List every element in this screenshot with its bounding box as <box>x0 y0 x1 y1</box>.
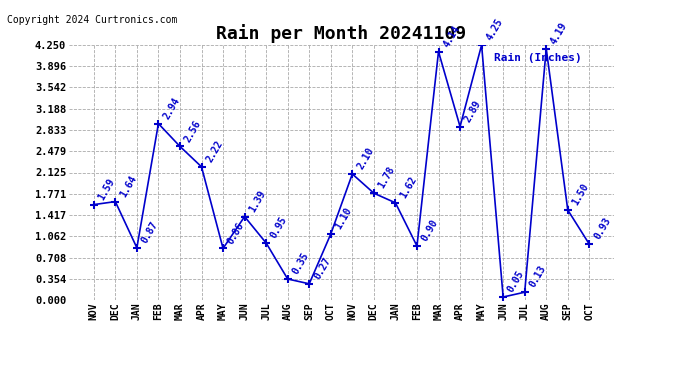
Text: 1.64: 1.64 <box>118 174 139 199</box>
Title: Rain per Month 20241109: Rain per Month 20241109 <box>217 24 466 44</box>
Text: 0.87: 0.87 <box>139 220 160 245</box>
Text: 0.13: 0.13 <box>527 264 548 290</box>
Text: 2.22: 2.22 <box>204 139 225 164</box>
Text: 1.39: 1.39 <box>248 189 268 214</box>
Text: 0.05: 0.05 <box>506 269 526 294</box>
Text: 0.90: 0.90 <box>420 218 440 243</box>
Text: 1.78: 1.78 <box>377 165 397 190</box>
Text: 2.56: 2.56 <box>183 118 203 144</box>
Text: 1.50: 1.50 <box>571 182 591 207</box>
Text: 2.94: 2.94 <box>161 96 181 121</box>
Text: Rain (Inches): Rain (Inches) <box>494 53 582 63</box>
Text: 2.89: 2.89 <box>463 99 483 124</box>
Text: 0.27: 0.27 <box>312 256 333 281</box>
Text: 0.35: 0.35 <box>290 251 311 276</box>
Text: 1.62: 1.62 <box>398 175 419 200</box>
Text: 4.25: 4.25 <box>484 17 505 42</box>
Text: 0.86: 0.86 <box>226 220 246 246</box>
Text: 0.95: 0.95 <box>269 215 289 240</box>
Text: Copyright 2024 Curtronics.com: Copyright 2024 Curtronics.com <box>7 15 177 25</box>
Text: 4.19: 4.19 <box>549 21 569 46</box>
Text: 4.14: 4.14 <box>442 24 462 49</box>
Text: 0.93: 0.93 <box>592 216 613 242</box>
Text: 1.10: 1.10 <box>333 206 354 231</box>
Text: 2.10: 2.10 <box>355 146 375 171</box>
Text: 1.59: 1.59 <box>97 177 117 202</box>
